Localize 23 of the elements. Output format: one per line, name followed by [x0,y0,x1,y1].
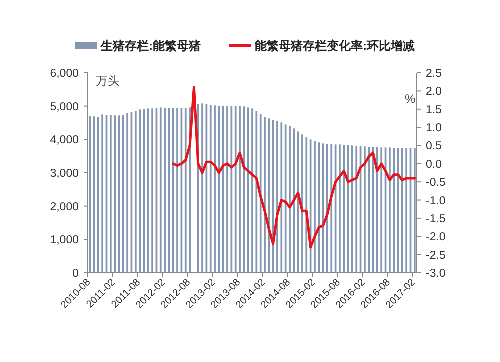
y-tick-label: 0 [72,268,79,280]
y2-tick-label: 2.0 [426,86,442,98]
y2-tick-label: -1.0 [426,195,446,208]
y-axis-title: 万头 [96,74,120,88]
y2-axis-title: % [405,92,416,106]
y2-tick-label: 0.5 [426,140,442,153]
y2-tick-label: 1.5 [426,104,442,116]
y-tick-label: 4,000 [50,134,79,147]
y2-tick-label: -2.0 [426,232,446,244]
y2-tick-label: -1.5 [426,213,446,226]
y2-tick-label: 0.0 [426,158,442,171]
y-tick-label: 6,000 [50,68,79,80]
legend-label: 生猪存栏:能繁母猪 [100,39,201,53]
y2-tick-label: 2.5 [426,68,442,80]
y-tick-label: 3,000 [50,168,79,180]
y2-tick-label: -2.5 [426,250,446,262]
y-tick-label: 1,000 [50,234,79,247]
y2-tick-label: -0.5 [426,177,446,190]
y-tick-label: 2,000 [50,201,79,214]
y-tick-label: 5,000 [50,101,79,114]
legend-label: 能繁母猪存栏变化率:环比增减 [255,39,415,53]
y2-tick-label: -3.0 [426,268,446,280]
y2-tick-label: 1.0 [426,122,442,135]
